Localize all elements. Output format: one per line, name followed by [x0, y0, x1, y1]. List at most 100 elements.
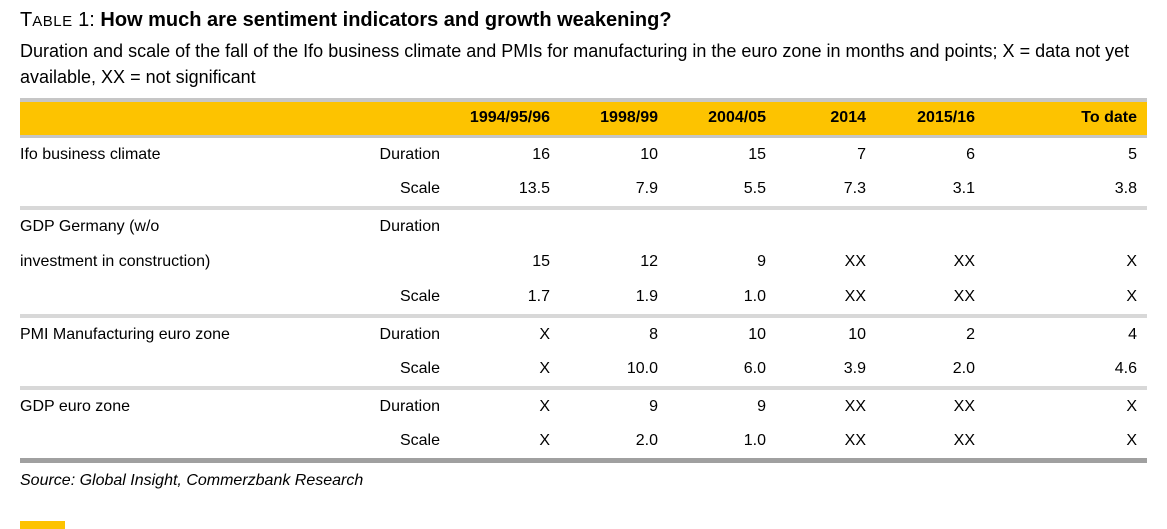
- cell-value: XX: [953, 288, 975, 305]
- cell-value: 10: [640, 145, 658, 163]
- header-cell-2014: 2014: [830, 109, 866, 127]
- cell-value: 2: [966, 326, 975, 343]
- header-cell-label: [20, 100, 340, 136]
- cell-value: XX: [953, 431, 975, 449]
- cell-value: X: [1126, 431, 1137, 449]
- cell-value: 7: [857, 145, 866, 163]
- cell-value: XX: [953, 253, 975, 270]
- yellow-corner-mark: [20, 521, 65, 529]
- row-measure: Duration: [379, 326, 440, 343]
- cell-value: 6.0: [743, 360, 766, 377]
- cell-value: XX: [844, 431, 866, 449]
- cell-value: 7.3: [843, 180, 866, 197]
- table-title: TABLE 1: How much are sentiment indicato…: [20, 8, 1147, 34]
- cell-value: 10: [748, 326, 766, 343]
- table-number-rest: 1:: [72, 9, 101, 31]
- row-label: [20, 280, 340, 316]
- table-row: Scale X 2.0 1.0 XX XX X: [20, 424, 1147, 460]
- header-cell-1998-99: 1998/99: [600, 109, 658, 127]
- cell-value: [668, 208, 776, 244]
- cell-value: [776, 208, 876, 244]
- table-subtitle: Duration and scale of the fall of the If…: [20, 41, 1130, 87]
- cell-value: XX: [844, 253, 866, 270]
- table-row: GDP Germany (w/o Duration: [20, 208, 1147, 244]
- row-label: GDP Germany (w/o: [20, 218, 160, 235]
- cell-value: 15: [748, 145, 766, 163]
- cell-value: XX: [953, 398, 975, 415]
- cell-value: X: [539, 326, 550, 343]
- row-measure: Duration: [379, 218, 440, 235]
- cell-value: [985, 208, 1147, 244]
- table-row: Ifo business climate Duration 16 10 15 7 6 5: [20, 136, 1147, 172]
- cell-value: [876, 208, 985, 244]
- cell-value: 5.5: [743, 180, 766, 197]
- cell-value: 2.0: [635, 431, 658, 449]
- cell-value: 5: [1128, 145, 1137, 163]
- row-label: investment in construction): [20, 253, 211, 270]
- row-label: [20, 172, 340, 208]
- cell-value: 10: [848, 326, 866, 343]
- cell-value: 9: [757, 253, 766, 270]
- data-table: 1994/95/96 1998/99 2004/05 2014 2015/16 …: [20, 98, 1147, 463]
- header-row: 1994/95/96 1998/99 2004/05 2014 2015/16 …: [20, 100, 1147, 136]
- cell-value: 1.7: [527, 288, 550, 305]
- cell-value: 9: [757, 398, 766, 415]
- header-cell-measure: [340, 100, 450, 136]
- cell-value: 12: [640, 253, 658, 270]
- row-label: [20, 424, 340, 460]
- row-label: Ifo business climate: [20, 145, 161, 163]
- row-measure: [340, 244, 450, 280]
- cell-value: 13.5: [518, 180, 550, 197]
- cell-value: X: [1126, 398, 1137, 415]
- cell-value: XX: [844, 398, 866, 415]
- table-row: Scale 13.5 7.9 5.5 7.3 3.1 3.8: [20, 172, 1147, 208]
- cell-value: 4.6: [1114, 360, 1137, 377]
- cell-value: X: [1126, 288, 1137, 305]
- cell-value: [560, 208, 668, 244]
- cell-value: [450, 208, 560, 244]
- header-cell-1994-95-96: 1994/95/96: [469, 109, 550, 127]
- cell-value: 6: [966, 145, 975, 163]
- cell-value: 9: [649, 398, 658, 415]
- table-number-cap: T: [20, 9, 33, 31]
- table-row: investment in construction) 15 12 9 XX XX X: [20, 244, 1147, 280]
- title-text: How much are sentiment indicators and gr…: [100, 9, 672, 31]
- cell-value: X: [539, 398, 550, 415]
- source-note: Source: Global Insight, Commerzbank Rese…: [20, 471, 364, 489]
- row-measure: Scale: [399, 180, 440, 197]
- table-number-smallcaps: ABLE: [32, 13, 73, 30]
- cell-value: 16: [532, 145, 550, 163]
- row-label: PMI Manufacturing euro zone: [20, 326, 230, 343]
- header-cell-2004-05: 2004/05: [708, 109, 766, 127]
- table-row: Scale 1.7 1.9 1.0 XX XX X: [20, 280, 1147, 316]
- row-label: GDP euro zone: [20, 398, 130, 415]
- table-body: Ifo business climate Duration 16 10 15 7 6 5 Sca…: [20, 136, 1147, 460]
- cell-value: X: [539, 431, 550, 449]
- cell-value: 2.0: [952, 360, 975, 377]
- cell-value: 7.9: [635, 180, 658, 197]
- row-measure: Scale: [399, 360, 440, 377]
- cell-value: 1.0: [743, 431, 766, 449]
- cell-value: 3.8: [1114, 180, 1137, 197]
- table-row: GDP euro zone Duration X 9 9 XX XX X: [20, 388, 1147, 424]
- table-number-label: TABLE 1:: [20, 9, 100, 31]
- row-measure: Scale: [399, 288, 440, 305]
- row-measure: Scale: [399, 431, 440, 449]
- header-cell-to-date: To date: [1081, 109, 1137, 127]
- cell-value: 1.0: [743, 288, 766, 305]
- table-row: Scale X 10.0 6.0 3.9 2.0 4.6: [20, 352, 1147, 388]
- cell-value: 8: [649, 326, 658, 343]
- cell-value: XX: [844, 288, 866, 305]
- row-measure: Duration: [379, 398, 440, 415]
- cell-value: 15: [532, 253, 550, 270]
- cell-value: X: [539, 360, 550, 377]
- cell-value: 10.0: [626, 360, 658, 377]
- row-measure: Duration: [379, 145, 440, 163]
- cell-value: X: [1126, 253, 1137, 270]
- cell-value: 3.1: [952, 180, 975, 197]
- cell-value: 4: [1128, 326, 1137, 343]
- cell-value: 1.9: [635, 288, 658, 305]
- row-label: [20, 352, 340, 388]
- header-cell-2015-16: 2015/16: [917, 109, 975, 127]
